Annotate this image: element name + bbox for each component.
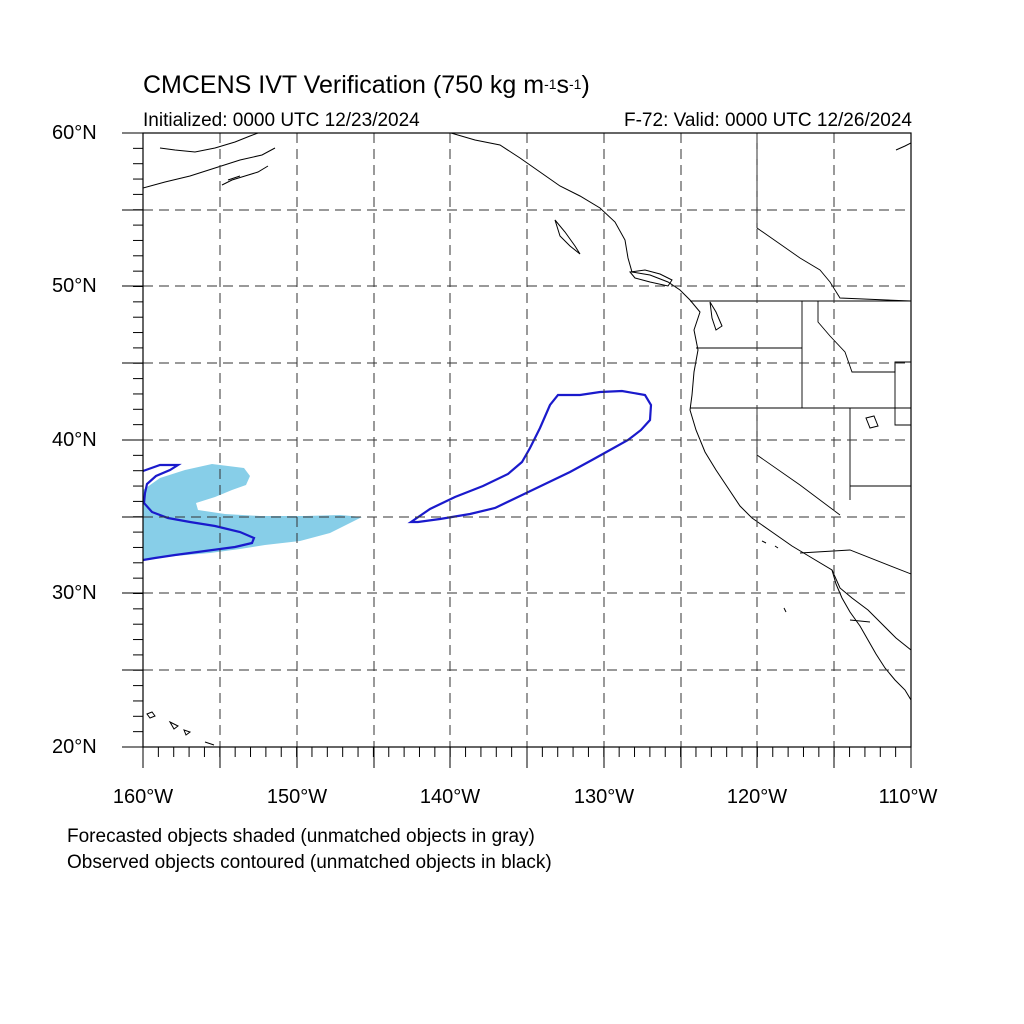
- map-title: CMCENS IVT Verification (750 kg m-1s-1): [143, 71, 590, 100]
- lon-label-120w: 120°W: [726, 786, 788, 808]
- lat-label-60n: 60°N: [52, 122, 97, 144]
- title-exponent-2: -1: [569, 76, 582, 92]
- title-mid: s: [556, 71, 570, 99]
- graticule: [143, 133, 911, 747]
- lon-label-110w: 110°W: [878, 786, 938, 808]
- lon-label-140w: 140°W: [419, 786, 481, 808]
- minor-ticks: [133, 132, 912, 757]
- lat-label-40n: 40°N: [52, 429, 97, 451]
- footnote-observed: Observed objects contoured (unmatched ob…: [67, 852, 552, 873]
- lon-label-160w: 160°W: [112, 786, 174, 808]
- lat-label-30n: 30°N: [52, 582, 97, 604]
- coastlines: [143, 133, 911, 701]
- islands: [146, 415, 879, 746]
- title-prefix: CMCENS IVT Verification (750 kg m: [143, 71, 545, 99]
- lat-label-50n: 50°N: [52, 275, 97, 297]
- lon-label-130w: 130°W: [573, 786, 635, 808]
- lat-label-20n: 20°N: [52, 736, 97, 758]
- initialized-time: Initialized: 0000 UTC 12/23/2024: [143, 110, 420, 131]
- valid-time: F-72: Valid: 0000 UTC 12/26/2024: [624, 110, 912, 131]
- observed-object-contour-west: [143, 463, 256, 562]
- axis-ticks: [122, 132, 912, 768]
- observed-object-contour-central: [407, 389, 653, 524]
- lon-label-150w: 150°W: [266, 786, 328, 808]
- title-exponent-1: -1: [544, 76, 557, 92]
- political-boundaries: [690, 133, 911, 623]
- forecast-object-shaded: [143, 464, 362, 559]
- footnote-forecast: Forecasted objects shaded (unmatched obj…: [67, 826, 535, 847]
- title-suffix: ): [581, 71, 590, 99]
